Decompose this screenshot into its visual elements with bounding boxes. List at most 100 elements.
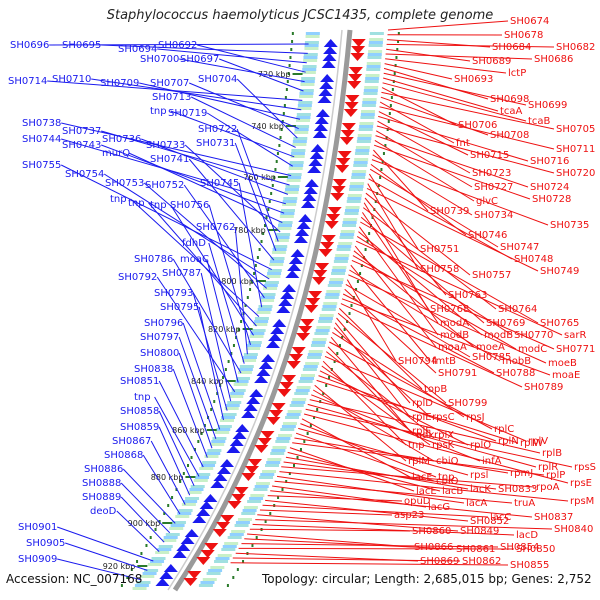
gene-label[interactable]: asp23	[394, 510, 424, 521]
gene-label[interactable]: SH0754	[65, 169, 104, 180]
gene-label[interactable]: topB	[424, 384, 447, 395]
gene-label[interactable]: SH0694	[118, 44, 157, 55]
gene-label[interactable]: SH0734	[474, 210, 513, 221]
gene-label[interactable]: SH0787	[162, 268, 201, 279]
gene-label[interactable]: tnp	[134, 392, 151, 403]
gene-label[interactable]: SH0715	[470, 150, 509, 161]
gene-label[interactable]: tcaA	[500, 106, 523, 117]
gene-label[interactable]: SH0693	[454, 74, 493, 85]
gene-label[interactable]: cbiO	[436, 476, 459, 487]
gene-label[interactable]: SH0738	[22, 118, 61, 129]
gene-label[interactable]: rplN	[498, 436, 519, 447]
gene-label[interactable]: SH0768	[430, 304, 469, 315]
gene-label[interactable]: SH0833	[498, 484, 537, 495]
gene-label[interactable]: rplD	[412, 398, 433, 409]
gene-label[interactable]: tnp	[110, 194, 127, 205]
gene-label[interactable]: SH0888	[82, 478, 121, 489]
gene-label[interactable]: SH0852	[470, 516, 509, 527]
gene-label[interactable]: rpsJ	[466, 412, 485, 423]
gene-label[interactable]: mobB	[502, 356, 531, 367]
gene-label[interactable]: SH0728	[532, 194, 571, 205]
gene-label[interactable]: tnp	[150, 106, 167, 117]
gene-label[interactable]: SH0696	[10, 40, 49, 51]
gene-label[interactable]: SH0745	[200, 178, 239, 189]
gene-label[interactable]: SH0708	[490, 130, 529, 141]
gene-label[interactable]: SH0724	[530, 182, 569, 193]
gene-label[interactable]: SH0755	[22, 160, 61, 171]
gene-label[interactable]: SH0858	[120, 406, 159, 417]
gene-label[interactable]: fmtB	[432, 356, 456, 367]
gene-label[interactable]: sarR	[564, 330, 586, 341]
gene-label[interactable]: SH0762	[196, 222, 235, 233]
gene-label[interactable]: SH0788	[496, 368, 535, 379]
gene-label[interactable]: SH0710	[52, 74, 91, 85]
gene-label[interactable]: SH0723	[472, 168, 511, 179]
gene-label[interactable]: tnp	[438, 472, 455, 483]
gene-label[interactable]: tnp	[128, 198, 145, 209]
gene-label[interactable]: lacK	[470, 484, 491, 495]
gene-label[interactable]: SH0704	[198, 74, 237, 85]
gene-label[interactable]: rplO	[470, 440, 491, 451]
gene-label[interactable]: SH0886	[84, 464, 123, 475]
gene-label[interactable]: SH0797	[140, 332, 179, 343]
gene-label[interactable]: lacB	[442, 486, 463, 497]
gene-label[interactable]: SH0851	[120, 376, 159, 387]
gene-label[interactable]: SH0739	[430, 206, 469, 217]
gene-label[interactable]: SH0796	[144, 318, 183, 329]
gene-label[interactable]: moeB	[548, 358, 577, 369]
gene-label[interactable]: lacF	[412, 472, 432, 483]
gene-label[interactable]: SH0698	[490, 94, 529, 105]
gene-label[interactable]: SH0747	[500, 242, 539, 253]
gene-label[interactable]: SH0860	[412, 526, 451, 537]
gene-label[interactable]: SH0705	[556, 124, 595, 135]
gene-label[interactable]: SH0751	[420, 244, 459, 255]
gene-label[interactable]: SH0731	[196, 138, 235, 149]
gene-label[interactable]: SH0719	[168, 108, 207, 119]
gene-label[interactable]: fdhD	[182, 238, 206, 249]
gene-label[interactable]: SH0733	[146, 140, 185, 151]
gene-label[interactable]: SH0800	[140, 348, 179, 359]
gene-label[interactable]: SH0678	[504, 30, 543, 41]
gene-label[interactable]: SH0727	[474, 182, 513, 193]
gene-label[interactable]: SH0752	[145, 180, 184, 191]
gene-label[interactable]: lacA	[466, 498, 487, 509]
gene-label[interactable]: SH0859	[120, 422, 159, 433]
gene-label[interactable]: SH0866	[414, 542, 453, 553]
gene-label[interactable]: rpsE	[570, 478, 592, 489]
gene-label[interactable]: SH0743	[62, 140, 101, 151]
gene-label[interactable]: SH0697	[180, 54, 219, 65]
gene-label[interactable]: murQ	[102, 148, 130, 159]
gene-label[interactable]: SH0838	[134, 364, 173, 375]
gene-label[interactable]: SH0700	[140, 54, 179, 65]
gene-label[interactable]: SH0901	[18, 522, 57, 533]
gene-label[interactable]: SH0753	[105, 178, 144, 189]
gene-label[interactable]: lacE	[416, 486, 437, 497]
gene-label[interactable]: SH0795	[160, 302, 199, 313]
gene-label[interactable]: SH0854	[500, 542, 539, 553]
gene-label[interactable]: moeA	[476, 342, 505, 353]
gene-label[interactable]: SH0711	[556, 144, 595, 155]
gene-label[interactable]: SH0905	[26, 538, 65, 549]
gene-label[interactable]: SH0765	[540, 318, 579, 329]
gene-label[interactable]: SH0706	[458, 120, 497, 131]
gene-label[interactable]: rplM	[408, 456, 430, 467]
gene-label[interactable]: SH0736	[102, 134, 141, 145]
gene-label[interactable]: SH0714	[8, 76, 47, 87]
gene-label[interactable]: rpsS	[574, 462, 596, 473]
gene-label[interactable]: tnp	[150, 200, 167, 211]
gene-label[interactable]: SH0748	[514, 254, 553, 265]
gene-label[interactable]: SH0713	[152, 92, 191, 103]
gene-label[interactable]: truA	[514, 498, 535, 509]
gene-label[interactable]: lacG	[428, 502, 450, 513]
gene-label[interactable]: rpoA	[536, 482, 560, 493]
gene-label[interactable]: SH0799	[448, 398, 487, 409]
gene-label[interactable]: SH0889	[82, 492, 121, 503]
gene-label[interactable]: SH0849	[460, 526, 499, 537]
gene-label[interactable]: SH0785	[472, 352, 511, 363]
gene-label[interactable]: lctP	[508, 68, 526, 79]
gene-label[interactable]: SH0789	[524, 382, 563, 393]
gene-label[interactable]: SH0769	[486, 318, 525, 329]
gene-label[interactable]: fnt	[456, 138, 470, 149]
gene-label[interactable]: rplW	[520, 438, 543, 449]
gene-label[interactable]: SH0791	[438, 368, 477, 379]
